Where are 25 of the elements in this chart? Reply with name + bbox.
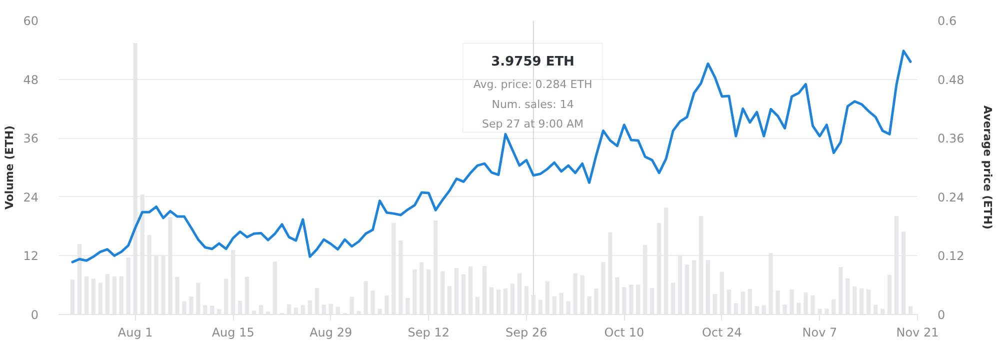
x-tick-label: Sep 26	[506, 326, 548, 340]
y-tick-label: 60	[23, 14, 39, 28]
x-tick-label: Oct 24	[702, 326, 742, 340]
line-series	[71, 50, 912, 264]
y-tick-label: 12	[23, 249, 39, 264]
x-tick-label: Aug 1	[118, 326, 153, 340]
y-tick-label: 0	[30, 308, 39, 322]
y-tick-label: 24	[23, 190, 39, 204]
x-tick-label: Nov 21	[896, 326, 939, 340]
y2-tick-label: 0	[938, 308, 946, 322]
x-tick-label: Aug 15	[212, 326, 254, 340]
y2-tick-label: 0.12	[938, 249, 964, 264]
y2-axis-title: Average price (ETH)	[981, 106, 994, 230]
x-tick-label: Oct 10	[604, 326, 644, 340]
y2-tick-label: 0.6	[938, 14, 957, 28]
y2-tick-label: 0.24	[938, 190, 964, 204]
y2-tick-label: 0.48	[938, 72, 964, 87]
y-tick-label: 36	[23, 132, 39, 146]
x-tick-label: Sep 12	[408, 326, 450, 340]
annotation: 3.9759 ETH Avg. price: 0.284 ETH Num. sales: 14 Sep 27 at 9:00 AM	[473, 54, 592, 131]
y2-tick-label: 0.36	[938, 132, 964, 146]
x-tick-label: Nov 7	[802, 326, 838, 340]
y-tick-label: 48	[23, 72, 39, 87]
x-tick-label: Aug 29	[310, 326, 352, 340]
y-axis-title: Volume (ETH)	[3, 125, 16, 210]
